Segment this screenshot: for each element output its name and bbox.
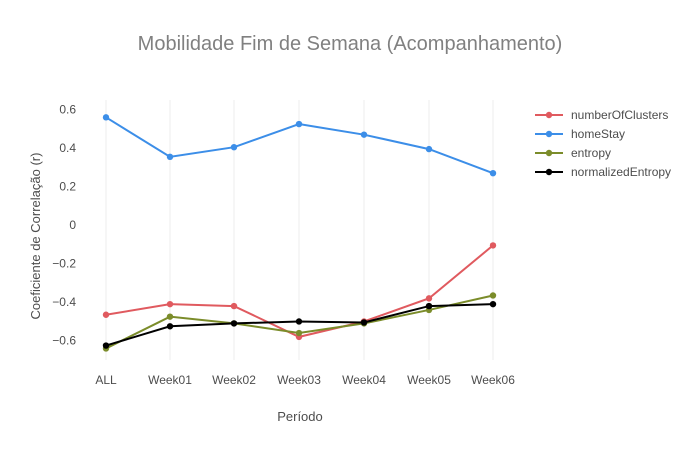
data-point[interactable] (230, 143, 238, 151)
data-point[interactable] (425, 145, 433, 153)
x-axis-title: Período (277, 409, 323, 424)
chart-title: Mobilidade Fim de Semana (Acompanhamento… (138, 33, 563, 55)
legend-swatch-marker (545, 149, 553, 157)
y-axis-title: Coeficiente de Correlação (r) (28, 153, 43, 320)
data-point[interactable] (102, 342, 110, 349)
x-tick-label: Week06 (471, 373, 515, 387)
series-homeStay (102, 114, 497, 177)
legend-item-normalizedEntropy[interactable]: normalizedEntropy (535, 165, 671, 179)
data-point[interactable] (166, 323, 174, 330)
legend[interactable]: numberOfClusters homeStay entropy normalize… (535, 108, 671, 179)
legend-swatch-marker (545, 168, 553, 176)
data-point[interactable] (295, 120, 303, 128)
data-point[interactable] (230, 320, 238, 327)
legend-swatch-marker (545, 130, 553, 138)
data-point[interactable] (360, 319, 368, 326)
y-tick-label: −0.4 (52, 295, 76, 309)
y-tick-label: 0.2 (59, 180, 76, 194)
x-tick-label: ALL (95, 373, 117, 387)
data-point[interactable] (230, 302, 238, 310)
x-tick-label: Week04 (342, 373, 386, 387)
data-point[interactable] (360, 131, 368, 138)
x-tick-label: Week05 (407, 373, 451, 387)
data-point[interactable] (166, 300, 174, 308)
axes-layer: −0.6 −0.4 −0.2 0 0.2 0.4 0.6 ALL Week01 Week02 Wee… (52, 103, 515, 387)
data-point[interactable] (102, 114, 110, 121)
data-point[interactable] (295, 329, 303, 337)
data-point[interactable] (489, 292, 497, 299)
legend-item-entropy[interactable]: entropy (535, 146, 611, 160)
data-point[interactable] (425, 295, 433, 302)
y-tick-label: −0.6 (52, 334, 76, 348)
legend-label: normalizedEntropy (571, 165, 671, 179)
data-point[interactable] (489, 242, 497, 249)
x-tick-label: Week01 (148, 373, 192, 387)
data-point[interactable] (295, 318, 303, 325)
y-tick-label: −0.2 (52, 257, 76, 271)
y-tick-label: 0.4 (59, 141, 76, 155)
legend-label: numberOfClusters (571, 108, 668, 122)
y-tick-label: 0 (69, 218, 76, 232)
data-point[interactable] (489, 169, 497, 177)
grid-layer (105, 100, 494, 360)
data-point[interactable] (102, 311, 110, 318)
x-tick-label: Week03 (277, 373, 321, 387)
series-entropy (102, 292, 497, 352)
y-tick-label: 0.6 (59, 103, 76, 117)
series-layer (102, 114, 497, 352)
legend-label: homeStay (571, 127, 625, 141)
data-point[interactable] (166, 153, 174, 161)
legend-swatch-marker (545, 111, 553, 119)
data-point[interactable] (489, 300, 497, 308)
data-point[interactable] (166, 313, 174, 320)
data-point[interactable] (425, 302, 433, 310)
x-tick-label: Week02 (212, 373, 256, 387)
series-normalizedEntropy (102, 300, 497, 349)
legend-item-numberOfClusters[interactable]: numberOfClusters (535, 108, 668, 122)
legend-item-homeStay[interactable]: homeStay (535, 127, 625, 141)
legend-label: entropy (571, 146, 611, 160)
